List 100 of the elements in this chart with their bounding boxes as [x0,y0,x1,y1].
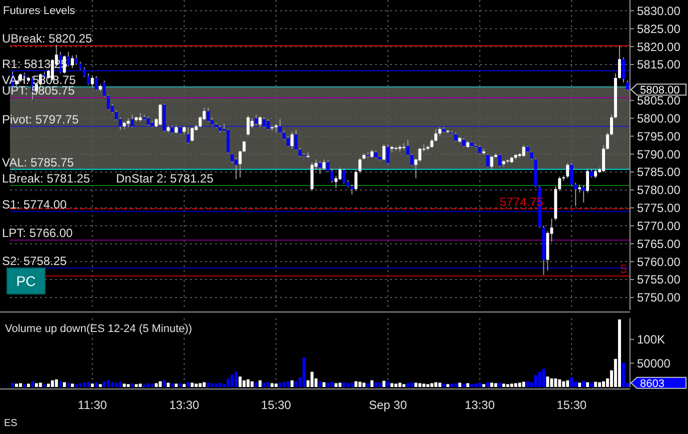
ref-line-label: S2: 5758.25 [2,254,68,268]
bar [334,383,338,387]
bar [182,384,186,387]
bar [462,384,466,387]
bar [338,382,342,387]
candlestick [566,162,570,179]
bar [254,382,258,387]
bar [518,382,522,387]
bar [130,383,134,387]
price-marker: 5808.00 [630,84,686,96]
bar [54,379,58,387]
bar [618,319,622,387]
bar [402,384,406,387]
bar [410,382,414,387]
bar [498,382,502,387]
candlestick [558,176,562,192]
y-tick-label: 5830.00 [637,4,681,18]
bar [506,384,510,387]
y-tick-label: 5785.00 [637,165,681,180]
candlestick [242,140,246,153]
bar [374,382,378,387]
x-tick-label: 11:30 [78,398,108,412]
y-tick-label: 100K [637,332,666,347]
candlestick [106,94,110,111]
bar [418,383,422,387]
ref-line-label: UPT: 5805.75 [2,84,76,98]
y-tick-label: 5780.00 [637,183,681,198]
candlestick [74,54,78,66]
y-tick-label: 5755.00 [637,272,681,287]
bar [478,382,482,387]
bar [134,384,138,387]
bar [114,382,118,387]
x-tick-label: 15:30 [556,398,587,412]
bar [226,378,230,387]
bar [154,383,158,387]
bar [590,382,594,387]
bar [366,383,370,387]
bar [326,382,330,387]
bar [266,382,270,387]
bar [14,384,18,387]
candlestick [114,110,118,121]
bar [234,372,238,387]
candlestick [278,118,282,134]
bar [246,379,250,387]
y-tick-label: 5800.00 [637,111,681,126]
bar [74,384,78,387]
bar [406,383,410,387]
candlestick [234,157,238,180]
annotation: PC [16,273,36,289]
candlestick [358,157,362,174]
y-tick-label: 50000 [637,356,671,370]
candlestick [570,162,574,186]
bar [106,380,110,387]
bar [210,383,214,387]
bar [538,372,542,387]
ref-line-label: LBreak: 5781.25 [2,171,90,186]
y-tick-label: 5820.00 [637,40,681,54]
bar [570,377,574,387]
bar [166,382,170,387]
bar [362,382,366,387]
candlestick [158,103,162,126]
candlestick [254,114,258,126]
bar [370,380,374,387]
candlestick [238,150,242,178]
bar [574,381,578,387]
candlestick [86,72,90,86]
bar [150,384,154,387]
bar [578,382,582,387]
candlestick [258,116,262,128]
bar [42,384,46,387]
bar [382,380,386,387]
bar [286,381,290,387]
candlestick [622,56,626,83]
bar [534,375,538,387]
candlestick [322,158,326,171]
bar [46,384,50,387]
candlestick [266,118,270,130]
y-tick-label: 5815.00 [637,58,681,72]
bar [470,384,474,387]
bar [394,384,398,387]
bar [318,381,322,387]
bar [146,383,150,387]
bar [11,382,14,387]
candlestick [190,126,194,142]
bar [94,382,98,387]
bar [466,383,470,387]
bar [386,381,390,387]
bar [58,381,62,387]
bar [98,384,102,387]
y-tick-label: 5765.00 [637,236,681,251]
bar [438,382,442,387]
bar [22,384,26,387]
candlestick [382,144,386,161]
bar [242,380,246,387]
bar [450,384,454,387]
y-tick-label: 5775.00 [637,201,681,216]
bar [594,382,598,387]
bar [558,379,562,387]
bar [282,382,286,387]
candlestick [82,66,86,78]
